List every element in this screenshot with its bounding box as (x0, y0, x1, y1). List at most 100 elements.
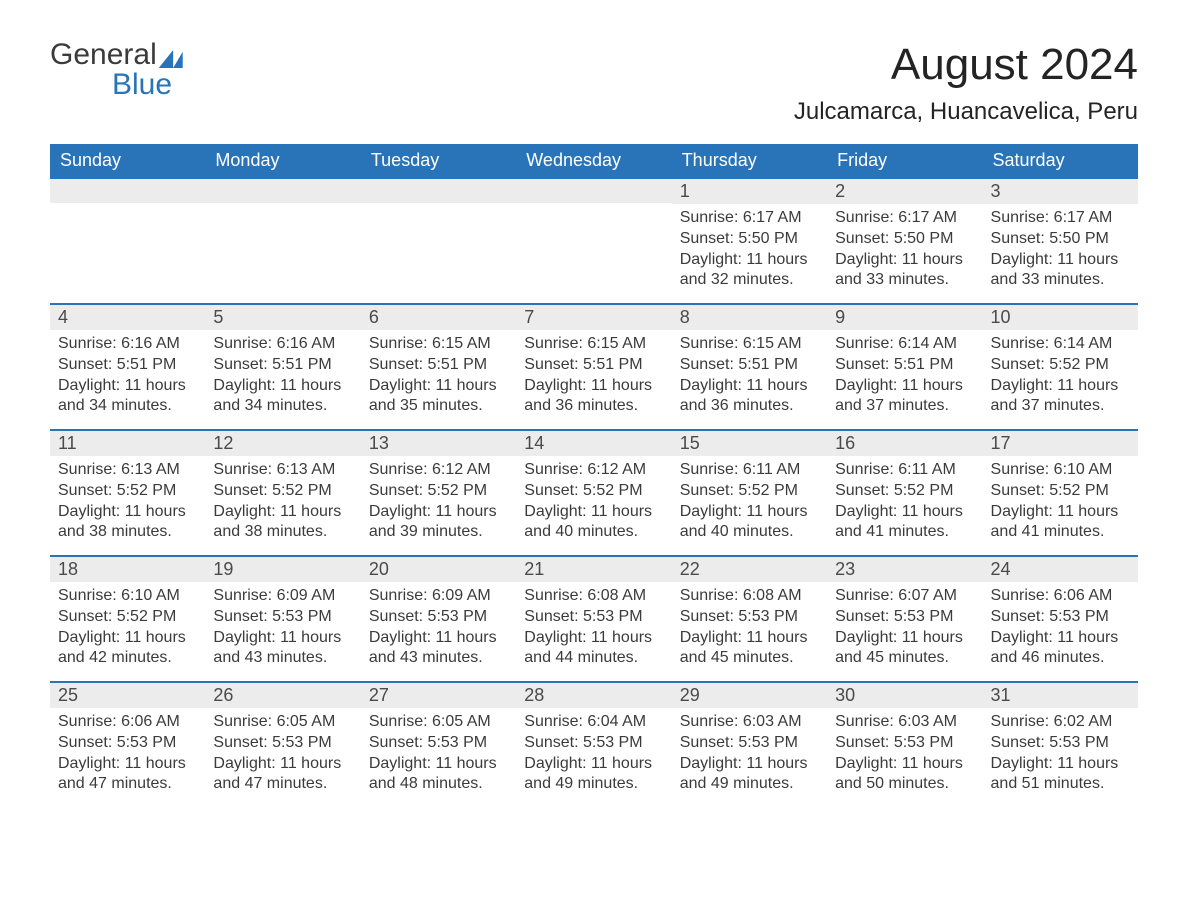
sunset-text: Sunset: 5:52 PM (58, 481, 197, 502)
calendar-body: 1Sunrise: 6:17 AMSunset: 5:50 PMDaylight… (50, 177, 1138, 807)
day-info: Sunrise: 6:04 AMSunset: 5:53 PMDaylight:… (516, 708, 671, 803)
calendar-day-cell: 6Sunrise: 6:15 AMSunset: 5:51 PMDaylight… (361, 303, 516, 429)
sunrise-text: Sunrise: 6:10 AM (991, 460, 1130, 481)
calendar-empty-cell (361, 177, 516, 303)
sunset-text: Sunset: 5:51 PM (835, 355, 974, 376)
daylight-text: Daylight: 11 hours and 35 minutes. (369, 376, 508, 418)
daylight-text: Daylight: 11 hours and 48 minutes. (369, 754, 508, 796)
sunset-text: Sunset: 5:53 PM (835, 733, 974, 754)
sunset-text: Sunset: 5:50 PM (991, 229, 1130, 250)
sunset-text: Sunset: 5:53 PM (835, 607, 974, 628)
sunrise-text: Sunrise: 6:17 AM (991, 208, 1130, 229)
day-number: 30 (827, 681, 982, 708)
day-info: Sunrise: 6:16 AMSunset: 5:51 PMDaylight:… (205, 330, 360, 425)
sunset-text: Sunset: 5:50 PM (835, 229, 974, 250)
day-info: Sunrise: 6:05 AMSunset: 5:53 PMDaylight:… (361, 708, 516, 803)
daylight-text: Daylight: 11 hours and 45 minutes. (680, 628, 819, 670)
day-number: 5 (205, 303, 360, 330)
calendar-day-cell: 29Sunrise: 6:03 AMSunset: 5:53 PMDayligh… (672, 681, 827, 807)
sunrise-text: Sunrise: 6:12 AM (369, 460, 508, 481)
day-number: 26 (205, 681, 360, 708)
sunrise-text: Sunrise: 6:16 AM (58, 334, 197, 355)
day-info: Sunrise: 6:09 AMSunset: 5:53 PMDaylight:… (361, 582, 516, 677)
sunset-text: Sunset: 5:53 PM (369, 607, 508, 628)
sunrise-text: Sunrise: 6:11 AM (835, 460, 974, 481)
day-info: Sunrise: 6:03 AMSunset: 5:53 PMDaylight:… (672, 708, 827, 803)
day-number: 14 (516, 429, 671, 456)
calendar-day-cell: 18Sunrise: 6:10 AMSunset: 5:52 PMDayligh… (50, 555, 205, 681)
day-number: 18 (50, 555, 205, 582)
weekday-header: Saturday (983, 144, 1138, 177)
calendar-day-cell: 25Sunrise: 6:06 AMSunset: 5:53 PMDayligh… (50, 681, 205, 807)
day-number: 28 (516, 681, 671, 708)
logo: General Blue (50, 40, 183, 100)
day-info: Sunrise: 6:16 AMSunset: 5:51 PMDaylight:… (50, 330, 205, 425)
sunset-text: Sunset: 5:53 PM (524, 607, 663, 628)
daylight-text: Daylight: 11 hours and 43 minutes. (369, 628, 508, 670)
sunset-text: Sunset: 5:51 PM (213, 355, 352, 376)
calendar-day-cell: 12Sunrise: 6:13 AMSunset: 5:52 PMDayligh… (205, 429, 360, 555)
day-number: 19 (205, 555, 360, 582)
sunset-text: Sunset: 5:52 PM (369, 481, 508, 502)
day-info: Sunrise: 6:15 AMSunset: 5:51 PMDaylight:… (361, 330, 516, 425)
day-info: Sunrise: 6:12 AMSunset: 5:52 PMDaylight:… (361, 456, 516, 551)
sunrise-text: Sunrise: 6:17 AM (835, 208, 974, 229)
day-info: Sunrise: 6:13 AMSunset: 5:52 PMDaylight:… (50, 456, 205, 551)
day-number: 20 (361, 555, 516, 582)
sunrise-text: Sunrise: 6:13 AM (58, 460, 197, 481)
calendar-day-cell: 31Sunrise: 6:02 AMSunset: 5:53 PMDayligh… (983, 681, 1138, 807)
day-info: Sunrise: 6:10 AMSunset: 5:52 PMDaylight:… (983, 456, 1138, 551)
daylight-text: Daylight: 11 hours and 44 minutes. (524, 628, 663, 670)
sunrise-text: Sunrise: 6:08 AM (680, 586, 819, 607)
daylight-text: Daylight: 11 hours and 37 minutes. (835, 376, 974, 418)
daylight-text: Daylight: 11 hours and 49 minutes. (524, 754, 663, 796)
sunset-text: Sunset: 5:52 PM (58, 607, 197, 628)
day-number: 6 (361, 303, 516, 330)
sunset-text: Sunset: 5:52 PM (213, 481, 352, 502)
daylight-text: Daylight: 11 hours and 37 minutes. (991, 376, 1130, 418)
sunrise-text: Sunrise: 6:14 AM (991, 334, 1130, 355)
calendar-day-cell: 3Sunrise: 6:17 AMSunset: 5:50 PMDaylight… (983, 177, 1138, 303)
calendar-week-row: 4Sunrise: 6:16 AMSunset: 5:51 PMDaylight… (50, 303, 1138, 429)
sunrise-text: Sunrise: 6:03 AM (680, 712, 819, 733)
day-info: Sunrise: 6:06 AMSunset: 5:53 PMDaylight:… (50, 708, 205, 803)
sunrise-text: Sunrise: 6:17 AM (680, 208, 819, 229)
calendar-day-cell: 2Sunrise: 6:17 AMSunset: 5:50 PMDaylight… (827, 177, 982, 303)
calendar-day-cell: 22Sunrise: 6:08 AMSunset: 5:53 PMDayligh… (672, 555, 827, 681)
calendar-day-cell: 24Sunrise: 6:06 AMSunset: 5:53 PMDayligh… (983, 555, 1138, 681)
sunset-text: Sunset: 5:52 PM (835, 481, 974, 502)
day-info: Sunrise: 6:05 AMSunset: 5:53 PMDaylight:… (205, 708, 360, 803)
calendar-day-cell: 19Sunrise: 6:09 AMSunset: 5:53 PMDayligh… (205, 555, 360, 681)
weekday-header: Sunday (50, 144, 205, 177)
day-number: 12 (205, 429, 360, 456)
sunrise-text: Sunrise: 6:06 AM (991, 586, 1130, 607)
calendar-week-row: 25Sunrise: 6:06 AMSunset: 5:53 PMDayligh… (50, 681, 1138, 807)
day-info: Sunrise: 6:13 AMSunset: 5:52 PMDaylight:… (205, 456, 360, 551)
calendar-day-cell: 28Sunrise: 6:04 AMSunset: 5:53 PMDayligh… (516, 681, 671, 807)
weekday-header: Thursday (672, 144, 827, 177)
sunrise-text: Sunrise: 6:05 AM (369, 712, 508, 733)
sunrise-text: Sunrise: 6:06 AM (58, 712, 197, 733)
sunrise-text: Sunrise: 6:14 AM (835, 334, 974, 355)
sunset-text: Sunset: 5:52 PM (524, 481, 663, 502)
day-info: Sunrise: 6:17 AMSunset: 5:50 PMDaylight:… (983, 204, 1138, 299)
calendar-day-cell: 26Sunrise: 6:05 AMSunset: 5:53 PMDayligh… (205, 681, 360, 807)
day-info: Sunrise: 6:03 AMSunset: 5:53 PMDaylight:… (827, 708, 982, 803)
calendar-day-cell: 1Sunrise: 6:17 AMSunset: 5:50 PMDaylight… (672, 177, 827, 303)
page-header: General Blue August 2024 Julcamarca, Hua… (50, 40, 1138, 126)
day-info: Sunrise: 6:09 AMSunset: 5:53 PMDaylight:… (205, 582, 360, 677)
day-number: 29 (672, 681, 827, 708)
day-number: 23 (827, 555, 982, 582)
sunset-text: Sunset: 5:53 PM (680, 607, 819, 628)
sunrise-text: Sunrise: 6:09 AM (213, 586, 352, 607)
calendar-day-cell: 17Sunrise: 6:10 AMSunset: 5:52 PMDayligh… (983, 429, 1138, 555)
sunrise-text: Sunrise: 6:05 AM (213, 712, 352, 733)
sunset-text: Sunset: 5:53 PM (524, 733, 663, 754)
daylight-text: Daylight: 11 hours and 41 minutes. (835, 502, 974, 544)
daylight-text: Daylight: 11 hours and 33 minutes. (835, 250, 974, 292)
empty-day-strip (361, 177, 516, 203)
day-number: 24 (983, 555, 1138, 582)
day-number: 17 (983, 429, 1138, 456)
weekday-header: Wednesday (516, 144, 671, 177)
empty-day-strip (205, 177, 360, 203)
